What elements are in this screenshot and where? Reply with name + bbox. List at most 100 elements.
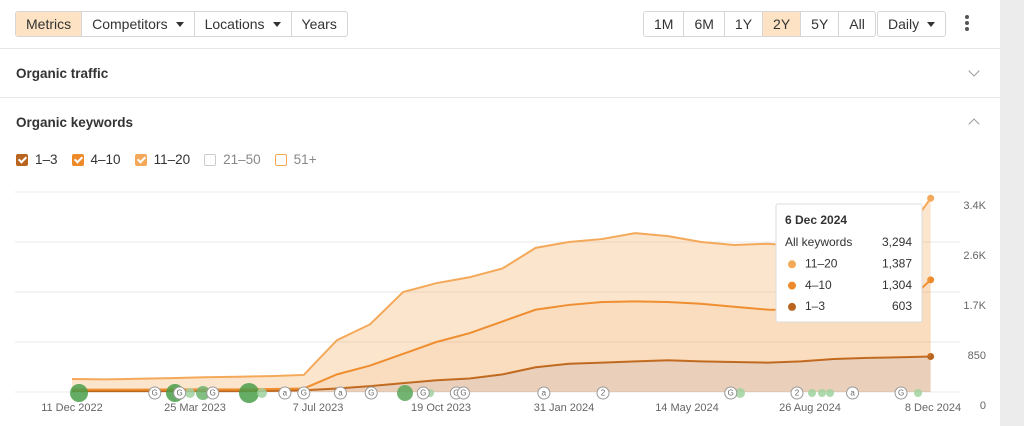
- section-title[interactable]: Organic traffic: [16, 66, 109, 81]
- tooltip-label: 4–10: [805, 278, 832, 292]
- tab-label: Years: [301, 16, 337, 32]
- range-button[interactable]: 6M: [683, 12, 723, 36]
- end-point: [927, 276, 935, 284]
- event-marker[interactable]: G: [456, 386, 470, 400]
- tab-button[interactable]: Years: [290, 12, 347, 36]
- event-icon: [364, 386, 378, 400]
- event-label: G: [152, 389, 158, 398]
- event-icon: [297, 386, 311, 400]
- event-marker[interactable]: G: [173, 386, 187, 400]
- event-label: G: [368, 389, 374, 398]
- checkbox[interactable]: [16, 153, 28, 166]
- tooltip-label: 1–3: [805, 299, 825, 313]
- legend-item[interactable]: 11–20: [134, 152, 191, 167]
- caret: [175, 21, 184, 27]
- event-label: G: [453, 389, 459, 398]
- event-marker[interactable]: G: [206, 386, 220, 400]
- y-tick-label: 850: [968, 350, 986, 362]
- y-tick-label: 0: [980, 400, 986, 412]
- update-dot: [239, 383, 259, 403]
- interval-dropdown[interactable]: Daily: [877, 11, 947, 37]
- event-marker[interactable]: a: [333, 386, 347, 400]
- checkbox[interactable]: [134, 153, 147, 166]
- x-tick-label: 11 Dec 2022: [41, 402, 103, 414]
- x-tick-label: 25 Mar 2023: [164, 402, 226, 414]
- update-dot: [914, 389, 922, 397]
- update-dot: [818, 389, 826, 397]
- event-icon: [846, 386, 860, 400]
- tab-label: Locations: [204, 16, 265, 32]
- event-label: a: [283, 389, 288, 398]
- x-tick-label: 26 Aug 2024: [779, 402, 841, 414]
- event-icon: [537, 386, 551, 400]
- event-icon: [596, 386, 610, 400]
- legend-label: 11–20: [153, 152, 191, 167]
- range-button[interactable]: All: [838, 12, 875, 36]
- interval-label: Daily: [888, 16, 920, 32]
- event-label: 2: [601, 389, 606, 398]
- legend-label: 1–3: [35, 152, 58, 167]
- tooltip-date: 6 Dec 2024: [785, 213, 847, 227]
- event-icon: [148, 386, 162, 400]
- event-marker[interactable]: G: [894, 386, 908, 400]
- x-tick-label: 8 Dec 2024: [905, 402, 961, 414]
- section-title[interactable]: Organic keywords: [16, 115, 134, 130]
- interval-button[interactable]: Daily: [878, 12, 945, 36]
- event-marker[interactable]: a: [846, 386, 860, 400]
- event-marker[interactable]: a: [537, 386, 551, 400]
- tooltip-box: [775, 203, 923, 323]
- event-marker[interactable]: G: [148, 386, 162, 400]
- update-dot: [735, 388, 745, 398]
- tooltip-dot: [788, 281, 796, 290]
- divider: [0, 97, 1000, 98]
- tab-button[interactable]: Competitors: [81, 12, 193, 36]
- event-marker[interactable]: G: [416, 386, 430, 400]
- tab-button[interactable]: Locations: [193, 12, 291, 36]
- tooltip-value: 1,387: [882, 256, 912, 270]
- update-dot: [808, 389, 816, 397]
- event-label: G: [460, 389, 466, 398]
- event-label: a: [850, 389, 855, 398]
- range-group: 1M 6M 1Y 2Y 5Y All: [643, 11, 876, 37]
- event-marker[interactable]: G: [364, 386, 378, 400]
- range-button[interactable]: 5Y: [800, 12, 838, 36]
- x-tick-label: 31 Jan 2024: [534, 402, 595, 414]
- event-marker[interactable]: 2: [790, 386, 804, 400]
- legend-item[interactable]: 21–50: [204, 152, 261, 167]
- event-marker[interactable]: G: [297, 386, 311, 400]
- chart: 0 850 1.7K 2.6K 3.4K 11 Dec 2022 25 Mar 2023 7 …: [15, 191, 987, 414]
- event-icon: [456, 386, 470, 400]
- range-button[interactable]: 1M: [654, 16, 674, 32]
- range-button[interactable]: 1Y: [723, 12, 762, 36]
- checkbox[interactable]: [204, 153, 217, 166]
- checkbox[interactable]: [71, 153, 84, 166]
- end-point: [927, 194, 935, 202]
- checkbox[interactable]: [274, 153, 287, 166]
- area: [72, 198, 931, 390]
- event-marker[interactable]: G: [724, 386, 738, 400]
- tab-button[interactable]: Metrics: [16, 12, 82, 36]
- event-marker[interactable]: 2: [596, 386, 610, 400]
- legend-item[interactable]: 1–3: [16, 152, 58, 167]
- more-menu[interactable]: [960, 14, 974, 34]
- event-icon: [724, 386, 738, 400]
- event-marker[interactable]: a: [278, 386, 292, 400]
- y-tick-label: 1.7K: [963, 300, 986, 312]
- tooltip-value: 3,294: [882, 235, 912, 249]
- legend-item[interactable]: 51+: [274, 152, 317, 167]
- event-icon: [416, 386, 430, 400]
- event-label: 2: [795, 389, 800, 398]
- legend-item[interactable]: 4–10: [71, 152, 121, 167]
- x-tick-label: 14 May 2024: [655, 402, 719, 414]
- legend-label: 21–50: [223, 152, 261, 167]
- tooltip-dot: [788, 260, 796, 269]
- divider: [0, 48, 1000, 49]
- tooltip-dot: [788, 302, 796, 311]
- area: [72, 279, 931, 392]
- range-button[interactable]: 2Y: [762, 12, 801, 36]
- legend: 1–3 4–10 11–20 21–50 51+: [16, 152, 317, 167]
- event-label: a: [338, 389, 343, 398]
- tooltip-value: 603: [892, 299, 912, 313]
- event-label: G: [898, 389, 904, 398]
